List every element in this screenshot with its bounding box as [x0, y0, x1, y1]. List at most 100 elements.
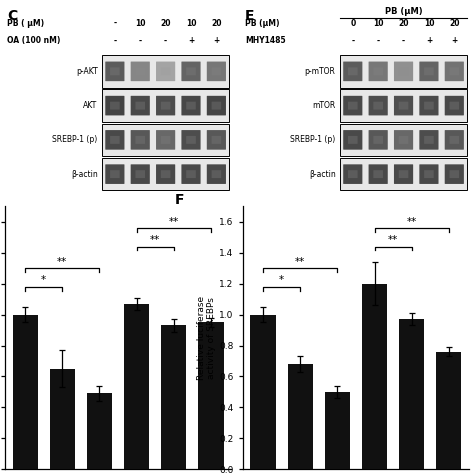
FancyBboxPatch shape [449, 170, 459, 178]
Bar [124, 304, 149, 469]
Text: C: C [7, 9, 17, 23]
FancyBboxPatch shape [399, 101, 408, 109]
FancyBboxPatch shape [161, 67, 171, 75]
Text: **: ** [388, 235, 398, 245]
FancyBboxPatch shape [394, 96, 413, 116]
FancyBboxPatch shape [449, 67, 459, 75]
FancyBboxPatch shape [211, 170, 221, 178]
FancyBboxPatch shape [449, 101, 459, 109]
Bar [325, 392, 350, 469]
FancyBboxPatch shape [110, 67, 119, 75]
Y-axis label: Relative luciferase
activity of SREBPs: Relative luciferase activity of SREBPs [197, 296, 217, 380]
FancyBboxPatch shape [105, 62, 125, 81]
FancyBboxPatch shape [394, 164, 413, 184]
FancyBboxPatch shape [394, 62, 413, 81]
Text: E: E [245, 9, 255, 23]
Text: 10: 10 [424, 19, 434, 28]
FancyBboxPatch shape [394, 130, 413, 150]
Text: p-AKT: p-AKT [76, 67, 98, 76]
FancyBboxPatch shape [211, 67, 221, 75]
FancyBboxPatch shape [419, 62, 438, 81]
Text: 20: 20 [449, 19, 460, 28]
FancyBboxPatch shape [399, 67, 408, 75]
FancyBboxPatch shape [131, 164, 150, 184]
FancyBboxPatch shape [156, 62, 175, 81]
Bar [362, 284, 387, 469]
FancyBboxPatch shape [182, 164, 201, 184]
FancyBboxPatch shape [161, 170, 171, 178]
Bar [399, 319, 424, 469]
Text: **: ** [295, 257, 305, 267]
FancyBboxPatch shape [340, 90, 467, 122]
Text: PB (μM): PB (μM) [385, 7, 422, 16]
Bar [12, 315, 38, 469]
FancyBboxPatch shape [445, 62, 464, 81]
FancyBboxPatch shape [449, 136, 459, 144]
FancyBboxPatch shape [136, 136, 145, 144]
FancyBboxPatch shape [182, 62, 201, 81]
FancyBboxPatch shape [156, 96, 175, 116]
Text: *: * [41, 275, 46, 285]
FancyBboxPatch shape [445, 130, 464, 150]
FancyBboxPatch shape [419, 96, 438, 116]
Bar [161, 326, 186, 469]
Bar [288, 364, 313, 469]
FancyBboxPatch shape [343, 164, 363, 184]
Text: 20: 20 [211, 19, 222, 28]
FancyBboxPatch shape [343, 96, 363, 116]
FancyBboxPatch shape [110, 170, 119, 178]
FancyBboxPatch shape [182, 96, 201, 116]
FancyBboxPatch shape [369, 96, 388, 116]
Text: +: + [451, 36, 457, 46]
Text: p-mTOR: p-mTOR [305, 67, 336, 76]
Text: F: F [175, 193, 184, 207]
Text: **: ** [169, 217, 179, 227]
FancyBboxPatch shape [424, 67, 434, 75]
Bar [436, 352, 462, 469]
Text: SREBP-1 (p): SREBP-1 (p) [290, 136, 336, 145]
FancyBboxPatch shape [348, 67, 357, 75]
FancyBboxPatch shape [374, 170, 383, 178]
Text: -: - [351, 36, 355, 46]
FancyBboxPatch shape [207, 164, 226, 184]
FancyBboxPatch shape [207, 96, 226, 116]
FancyBboxPatch shape [424, 136, 434, 144]
Text: -: - [377, 36, 380, 46]
Text: β-actin: β-actin [71, 170, 98, 179]
Text: 10: 10 [186, 19, 196, 28]
FancyBboxPatch shape [110, 101, 119, 109]
Text: 10: 10 [373, 19, 383, 28]
FancyBboxPatch shape [156, 130, 175, 150]
FancyBboxPatch shape [369, 62, 388, 81]
Text: MHY1485: MHY1485 [245, 36, 285, 46]
FancyBboxPatch shape [340, 55, 467, 88]
Text: +: + [188, 36, 194, 46]
FancyBboxPatch shape [102, 90, 229, 122]
FancyBboxPatch shape [374, 101, 383, 109]
Bar [198, 322, 224, 469]
Text: **: ** [150, 235, 160, 245]
FancyBboxPatch shape [343, 130, 363, 150]
Text: -: - [139, 36, 142, 46]
FancyBboxPatch shape [445, 164, 464, 184]
FancyBboxPatch shape [399, 136, 408, 144]
FancyBboxPatch shape [369, 164, 388, 184]
Text: -: - [402, 36, 405, 46]
FancyBboxPatch shape [374, 136, 383, 144]
FancyBboxPatch shape [186, 136, 196, 144]
FancyBboxPatch shape [110, 136, 119, 144]
Text: 20: 20 [398, 19, 409, 28]
FancyBboxPatch shape [136, 101, 145, 109]
FancyBboxPatch shape [136, 170, 145, 178]
FancyBboxPatch shape [207, 62, 226, 81]
Text: *: * [279, 275, 284, 285]
FancyBboxPatch shape [102, 158, 229, 191]
FancyBboxPatch shape [348, 170, 357, 178]
Text: AKT: AKT [83, 101, 98, 110]
FancyBboxPatch shape [340, 124, 467, 156]
Text: +: + [213, 36, 219, 46]
FancyBboxPatch shape [131, 62, 150, 81]
Text: PB (μM): PB (μM) [245, 19, 280, 28]
Text: mTOR: mTOR [312, 101, 336, 110]
FancyBboxPatch shape [156, 164, 175, 184]
